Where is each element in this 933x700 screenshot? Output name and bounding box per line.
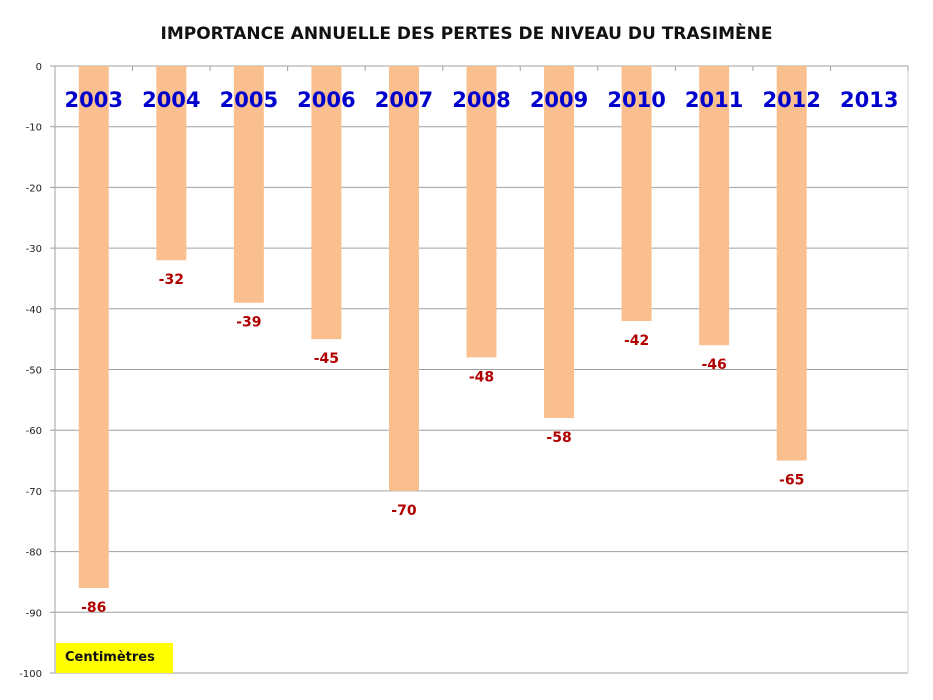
y-tick-label: -20 — [26, 183, 42, 194]
category-label: 2007 — [375, 88, 433, 112]
category-label: 2011 — [685, 88, 743, 112]
bar — [388, 66, 419, 491]
bar — [776, 66, 807, 461]
y-tick-label: -90 — [26, 608, 42, 619]
y-axis-unit-label: Centimètres — [56, 643, 173, 673]
data-label: -45 — [314, 351, 339, 367]
data-label: -42 — [624, 333, 649, 349]
category-label: 2006 — [297, 88, 355, 112]
bar — [156, 66, 187, 261]
bar — [466, 66, 497, 358]
y-tick-label: -10 — [26, 123, 42, 134]
category-label: 2010 — [607, 88, 665, 112]
category-label: 2008 — [452, 88, 510, 112]
y-tick-label: -70 — [26, 487, 42, 498]
category-label: 2003 — [65, 88, 123, 112]
y-tick-label: -40 — [26, 305, 42, 316]
y-tick-label: -30 — [26, 244, 42, 255]
data-label: -32 — [159, 272, 184, 288]
bar — [544, 66, 575, 419]
category-label: 2009 — [530, 88, 588, 112]
category-label: 2005 — [220, 88, 278, 112]
category-label: 2013 — [840, 88, 898, 112]
y-tick-label: 0 — [36, 62, 42, 73]
data-label: -70 — [391, 503, 417, 519]
bar — [78, 66, 109, 589]
data-label: -48 — [469, 369, 494, 385]
y-tick-label: -80 — [26, 548, 42, 559]
y-tick-label: -100 — [19, 669, 42, 680]
data-label: -86 — [81, 600, 106, 616]
bar — [233, 66, 264, 303]
bar — [699, 66, 730, 346]
category-label: 2004 — [142, 88, 200, 112]
bar — [311, 66, 342, 340]
category-label: 2012 — [762, 88, 820, 112]
bar — [621, 66, 652, 321]
data-label: -46 — [701, 357, 726, 373]
data-label: -39 — [236, 315, 261, 331]
data-label: -58 — [546, 430, 571, 446]
y-tick-label: -50 — [26, 366, 42, 377]
chart-title: IMPORTANCE ANNUELLE DES PERTES DE NIVEAU… — [160, 24, 773, 44]
data-label: -65 — [779, 473, 804, 489]
y-tick-label: -60 — [26, 426, 42, 437]
